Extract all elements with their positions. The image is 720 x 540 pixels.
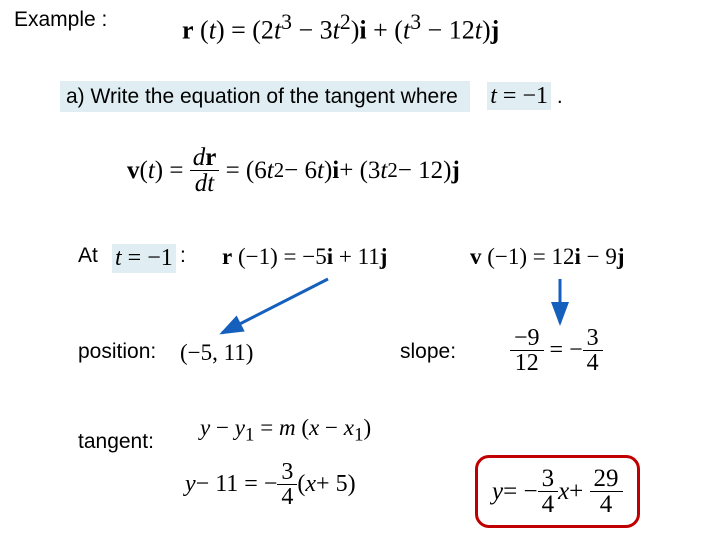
question-period: . [557,85,563,108]
ans-den1: 4 [538,492,559,517]
at-t-value: t = −1 [112,244,176,273]
slope-label: slope: [400,340,456,364]
at-colon: : [180,244,186,268]
given-equation: r (t) = (2t3 − 3t2)i + (t3 − 12t)j [182,10,499,46]
tangent-substituted: y − 11 = − 3 4 (x + 5) [185,460,356,509]
slope-value: −9 12 = − 3 4 [510,325,603,375]
r-symbol: r [182,16,194,45]
ans-den2: 4 [596,492,617,517]
slope-num1: −9 [510,326,544,351]
r-at-minus1: r (−1) = −5i + 11j [222,244,387,270]
at-label: At [78,244,98,268]
slope-num2: 3 [583,326,603,351]
position-value: (−5, 11) [180,340,253,366]
ans-num1: 3 [538,466,559,492]
slope-den1: 12 [511,351,543,375]
tangent-label: tangent: [78,430,154,454]
position-label: position: [78,340,156,364]
arrow-to-position [210,275,340,345]
v-at-minus1: v (−1) = 12i − 9j [470,244,625,270]
point-slope-form: y − y1 = m (x − x1) [200,415,371,447]
question-text: a) Write the equation of the tangent whe… [66,85,458,108]
ans-num2: 29 [590,466,623,492]
derivative-equation: v (t) = dr dt = (6t2 − 6t)i + (3t2 − 12)… [127,145,460,196]
final-answer-box: y = − 3 4 x + 29 4 [475,455,640,528]
sub-num: 3 [277,460,297,485]
question-row: a) Write the equation of the tangent whe… [60,83,563,110]
slope-den2: 4 [583,351,603,375]
t-value: t = −1 [487,82,551,110]
example-label: Example : [14,8,107,32]
sub-den: 4 [277,485,297,509]
